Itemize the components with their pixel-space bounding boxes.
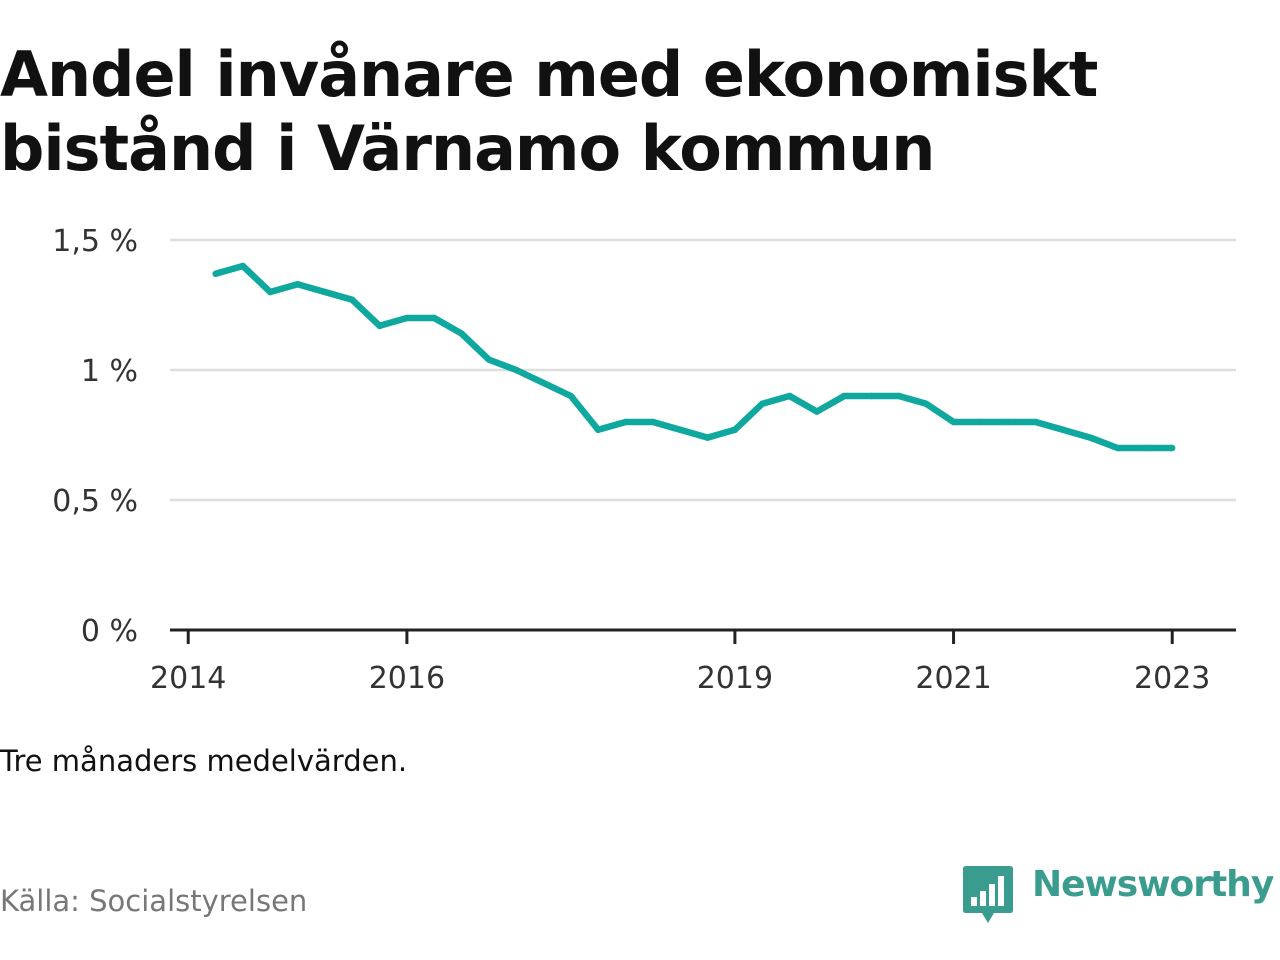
x-axis — [170, 628, 1236, 644]
data-point — [977, 418, 985, 426]
logo-bar-2 — [980, 891, 986, 906]
y-tick-label: 1 % — [81, 354, 138, 389]
chart-note: Tre månaders medelvärden. — [0, 744, 408, 778]
logo-bar-1 — [971, 897, 977, 906]
y-axis-labels: 0 % 0,5 % 1 % 1,5 % — [52, 224, 138, 649]
data-point — [458, 330, 465, 337]
data-point — [540, 379, 547, 387]
chart-title-line-1: Andel invånare med ekonomiskt — [0, 38, 1098, 111]
data-point — [786, 392, 793, 400]
data-point — [349, 296, 356, 303]
brand-logo: Newsworthy — [962, 862, 1278, 928]
logo-bar-3 — [989, 884, 995, 906]
y-tick-label: 0 % — [81, 614, 138, 649]
data-point — [649, 418, 657, 426]
data-point — [431, 314, 438, 322]
y-tick-label: 1,5 % — [52, 224, 138, 259]
data-point — [841, 392, 848, 400]
data-point — [1087, 434, 1094, 441]
chart-title-line-2: bistånd i Värnamo kommun — [0, 112, 935, 185]
x-tick-label: 2014 — [150, 661, 226, 696]
logo-bar-4 — [998, 876, 1004, 906]
data-point — [267, 288, 274, 296]
data-point — [868, 392, 875, 400]
x-tick-label: 2021 — [915, 661, 991, 696]
x-tick-label: 2023 — [1134, 661, 1210, 696]
data-point — [376, 322, 383, 329]
series-line — [214, 262, 1173, 452]
data-point — [485, 356, 493, 363]
data-point — [1005, 418, 1012, 426]
data-point — [239, 262, 247, 270]
y-tick-label: 0,5 % — [52, 484, 138, 519]
data-point — [403, 314, 411, 322]
data-point — [595, 426, 602, 433]
data-point — [1114, 444, 1121, 452]
data-point — [923, 400, 930, 407]
data-point — [1169, 444, 1176, 452]
data-point — [567, 392, 575, 400]
logo-bubble — [963, 866, 1013, 923]
data-point — [813, 408, 821, 415]
data-point — [759, 400, 766, 407]
data-point — [1141, 444, 1149, 452]
data-point — [677, 426, 684, 433]
source-credit: Källa: Socialstyrelsen — [0, 884, 308, 918]
data-point — [513, 366, 520, 374]
chart-title: Andel invånare med ekonomiskt bistånd i … — [0, 38, 1270, 186]
data-point — [704, 434, 711, 441]
data-point — [950, 418, 957, 426]
data-point — [895, 392, 903, 400]
data-point — [1032, 418, 1039, 426]
x-tick-label: 2019 — [697, 661, 773, 696]
data-point — [321, 288, 329, 296]
x-tick-label: 2016 — [369, 661, 445, 696]
x-axis-labels: 2014 2016 2019 2021 2023 — [150, 661, 1210, 696]
brand-name: Newsworthy — [1032, 864, 1274, 905]
data-point — [294, 281, 301, 288]
data-point — [1059, 426, 1067, 433]
grid-lines — [170, 238, 1236, 502]
data-point — [622, 418, 629, 426]
data-point — [212, 270, 219, 277]
line-chart: 0 % 0,5 % 1 % 1,5 % 2014 2016 2019 2021 2023 — [52, 224, 1236, 696]
data-point — [731, 426, 739, 433]
series-layer — [212, 262, 1176, 452]
bar-chart-speech-bubble-icon — [963, 866, 1013, 923]
